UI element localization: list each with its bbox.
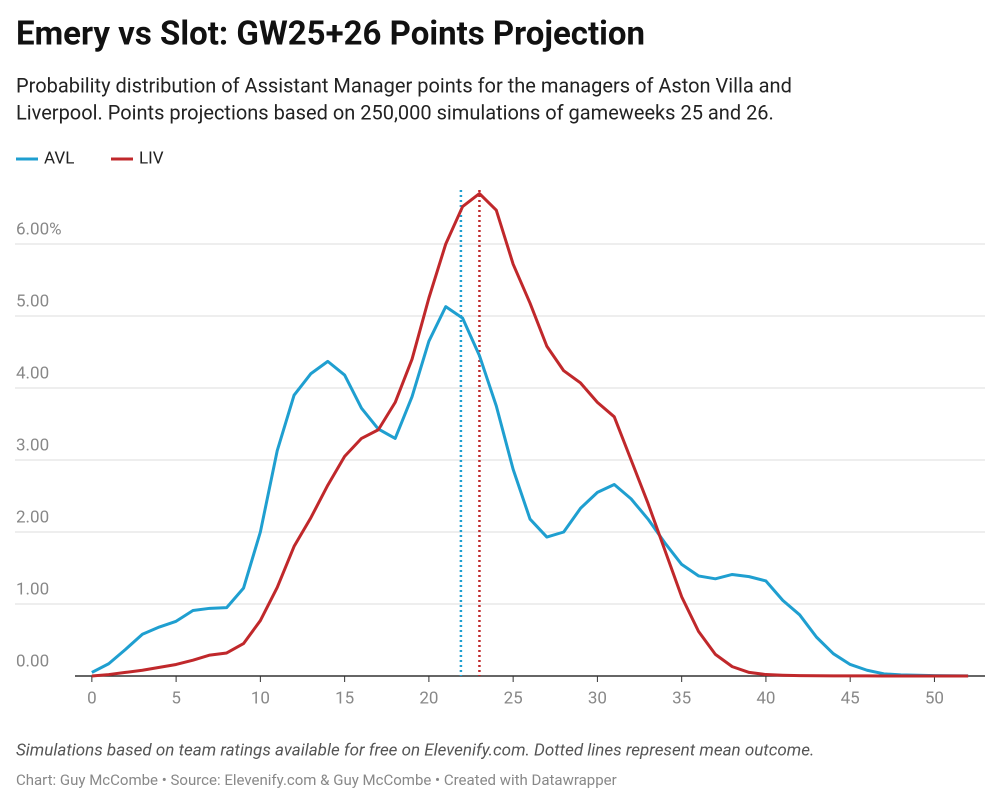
y-tick-label: 0.00 xyxy=(16,651,49,671)
y-tick-label: 4.00 xyxy=(16,363,49,383)
x-tick-label: 15 xyxy=(335,688,354,708)
x-tick-label: 5 xyxy=(171,688,181,708)
legend-label: LIV xyxy=(139,148,164,168)
x-tick-label: 45 xyxy=(841,688,860,708)
y-tick-label: 5.00 xyxy=(16,291,49,311)
y-tick-label: 1.00 xyxy=(16,579,49,599)
y-tick-label: 6.00% xyxy=(16,219,62,239)
series-line xyxy=(91,305,969,678)
subtitle: Liverpool. Points projections based on 2… xyxy=(16,100,774,124)
y-tick-label: 2.00 xyxy=(16,507,49,527)
credits: Chart: Guy McCombe • Source: Elevenify.c… xyxy=(16,771,617,789)
x-tick-label: 40 xyxy=(756,688,775,708)
x-tick-label: 50 xyxy=(925,688,944,708)
x-tick-label: 0 xyxy=(87,688,97,708)
notes: Simulations based on team ratings availa… xyxy=(16,740,814,760)
x-tick-label: 20 xyxy=(419,688,438,708)
subtitle: Probability distribution of Assistant Ma… xyxy=(16,73,792,97)
chart-title: Emery vs Slot: GW25+26 Points Projection xyxy=(16,15,645,54)
series-line xyxy=(91,192,969,678)
x-tick-label: 30 xyxy=(588,688,607,708)
y-tick-label: 3.00 xyxy=(16,435,49,455)
legend-label: AVL xyxy=(44,148,74,168)
x-tick-label: 10 xyxy=(251,688,270,708)
x-tick-label: 35 xyxy=(672,688,691,708)
x-tick-label: 25 xyxy=(504,688,523,708)
